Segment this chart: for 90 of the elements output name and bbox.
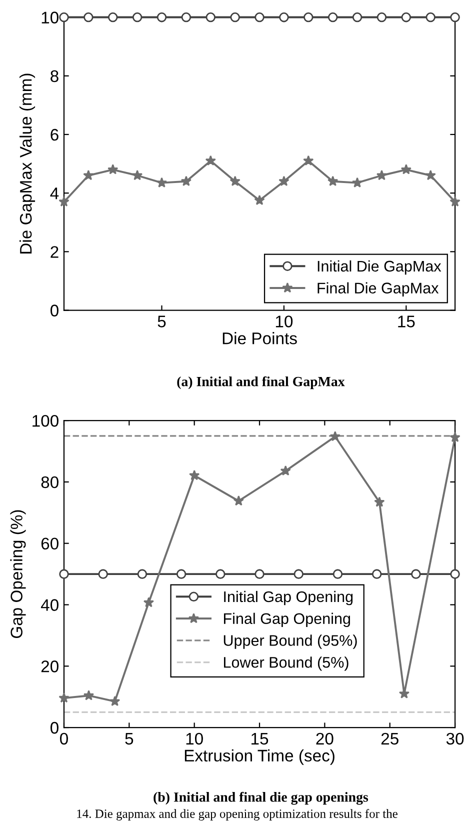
point [376, 170, 388, 180]
point [372, 569, 382, 579]
point [304, 12, 314, 22]
y-tick-label: 4 [50, 188, 59, 200]
y-tick-label: 40 [40, 599, 58, 611]
point [205, 155, 216, 166]
y-tick-label: 20 [41, 660, 58, 672]
point [83, 690, 94, 700]
point [58, 692, 70, 703]
y-tick-label: 80 [41, 476, 58, 488]
point [294, 569, 304, 579]
text: (a) Initial and final GapMax [177, 376, 345, 390]
point [352, 177, 363, 188]
point [230, 176, 240, 186]
point [206, 12, 216, 22]
y-tick-label: 100 [32, 414, 58, 427]
legend-label: Initial Gap Opening [224, 590, 353, 606]
point [156, 177, 168, 188]
y-axis-title: Gap Opening (%) [10, 510, 26, 638]
point [450, 569, 460, 579]
point [176, 569, 186, 579]
legend-label: Initial Die GapMax [318, 260, 442, 275]
point [108, 12, 118, 22]
point [411, 569, 421, 579]
point [374, 496, 385, 507]
point [59, 569, 69, 579]
point [279, 12, 289, 22]
point [425, 170, 436, 180]
y-tick-label: 8 [50, 70, 58, 82]
point [181, 12, 192, 22]
point [156, 12, 167, 22]
point [132, 12, 142, 22]
point [110, 696, 120, 706]
y-tick-label: 60 [41, 538, 58, 550]
point [450, 196, 460, 206]
point [401, 12, 412, 22]
x-tick-label: 10 [186, 732, 203, 745]
point [143, 597, 154, 608]
point [254, 194, 265, 206]
point [59, 12, 69, 22]
point [84, 12, 94, 22]
point [216, 569, 226, 579]
x-tick-label: 25 [381, 732, 398, 745]
y-tick-label: 6 [50, 128, 58, 141]
legend-label: Final Die GapMax [318, 282, 439, 297]
point [83, 170, 94, 180]
y-tick-label: 0 [50, 722, 58, 734]
y-tick-label: 2 [50, 246, 58, 258]
point [400, 164, 412, 174]
text: (b) Initial and final die gap openings [154, 792, 368, 805]
point [98, 569, 108, 579]
point [328, 12, 338, 22]
y-tick-label: 10 [42, 12, 58, 24]
point [450, 12, 460, 22]
point [189, 470, 200, 480]
point [230, 12, 240, 22]
point [303, 155, 314, 166]
text: 14. Die gapmax and die gap opening optimization results for the [77, 809, 398, 821]
point [132, 170, 143, 180]
x-tick-label: 5 [125, 733, 134, 745]
point [254, 12, 264, 22]
point [352, 12, 362, 22]
x-tick-label: 0 [60, 732, 68, 745]
point [180, 176, 192, 186]
x-axis-title: Die Points [222, 332, 297, 344]
y-tick-label: 0 [50, 304, 58, 316]
point [330, 430, 340, 442]
x-tick-label: 5 [158, 316, 166, 328]
point [450, 432, 460, 442]
point [108, 164, 118, 174]
x-axis-title: Extrusion Time (sec) [184, 749, 334, 765]
point [58, 196, 70, 206]
legend-label: Lower Bound (5%) [224, 656, 348, 671]
point [280, 465, 291, 476]
legend-label: Final Gap Opening [224, 612, 350, 628]
x-tick-label: 10 [276, 316, 293, 328]
point [332, 569, 343, 579]
x-tick-label: 30 [446, 732, 464, 745]
legend-label: Upper Bound (95%) [224, 634, 357, 649]
y-axis-title: Die GapMax Value (mm) [20, 74, 36, 254]
x-tick-label: 15 [398, 316, 415, 328]
x-tick-label: 20 [316, 732, 334, 745]
point [426, 12, 436, 22]
point [137, 569, 148, 579]
point [233, 495, 244, 506]
point [254, 569, 264, 579]
point [278, 176, 290, 186]
point [376, 12, 387, 22]
point [328, 176, 338, 186]
x-tick-label: 15 [252, 733, 268, 745]
